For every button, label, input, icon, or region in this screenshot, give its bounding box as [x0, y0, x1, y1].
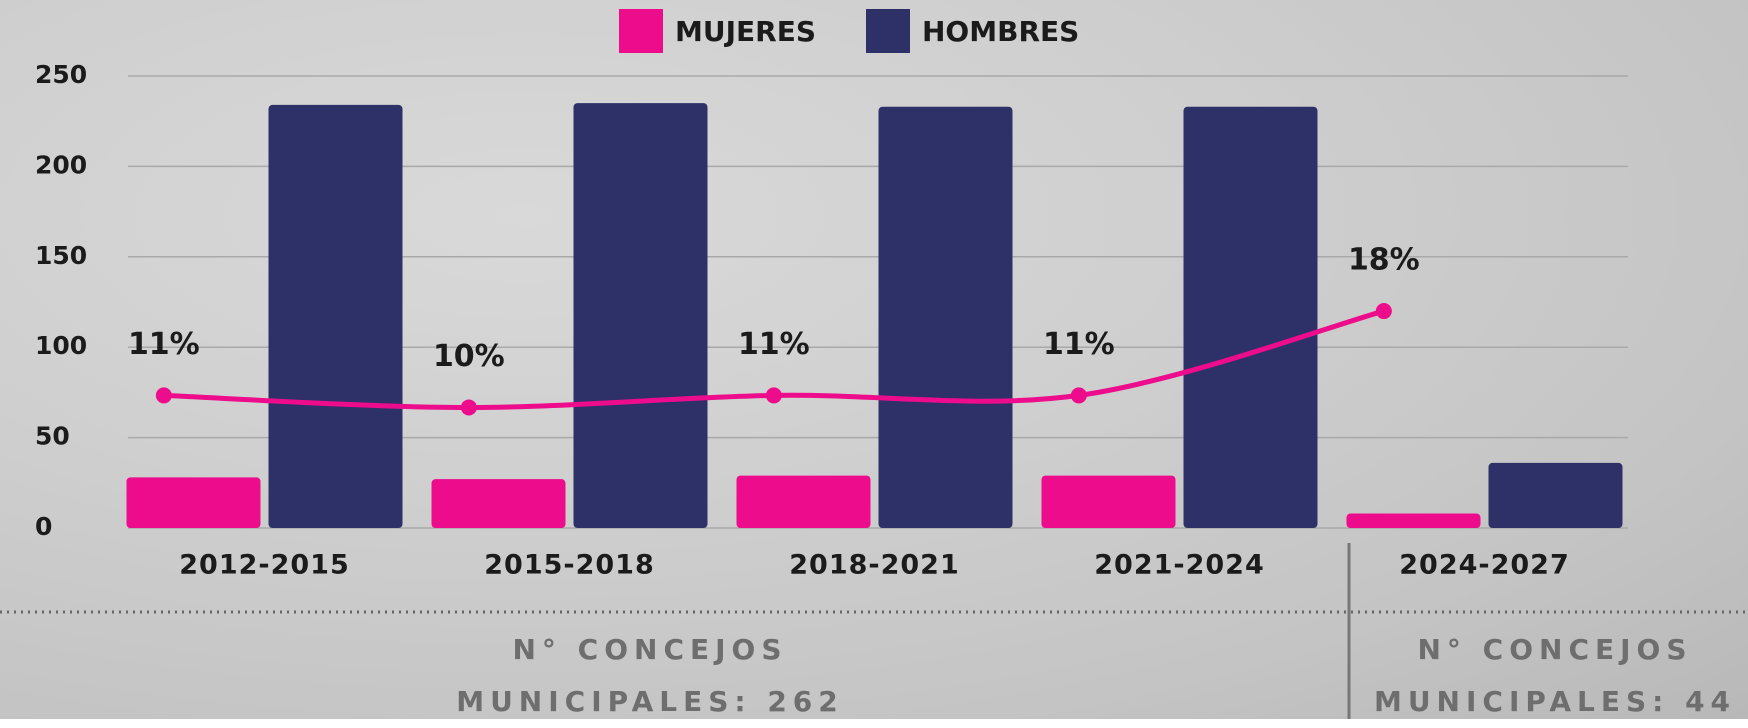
legend-label: MUJERES: [675, 15, 816, 48]
line-point: [765, 387, 782, 404]
line-point: [155, 387, 172, 404]
y-tick-label: 100: [35, 331, 87, 360]
legend-swatch: [866, 9, 910, 53]
x-tick-label: 2021-2024: [1094, 550, 1265, 581]
y-tick-label: 250: [35, 60, 87, 89]
annotation: N° CONCEJOS MUNICIPALES: 44: [1373, 633, 1737, 718]
bar: [126, 477, 261, 528]
bar: [878, 106, 1013, 529]
bar: [1488, 462, 1623, 528]
y-tick-label: 150: [35, 241, 87, 270]
bar: [431, 479, 566, 528]
data-label: 11%: [738, 327, 810, 362]
y-tick-label: 50: [35, 422, 70, 451]
bar: [1041, 475, 1176, 528]
y-tick-label: 200: [35, 150, 87, 179]
bar: [736, 475, 871, 528]
data-label: 10%: [433, 339, 505, 374]
data-label: 18%: [1348, 243, 1420, 278]
y-tick-label: 0: [35, 512, 52, 541]
x-tick-label: 2018-2021: [789, 550, 960, 581]
bar: [268, 104, 403, 528]
data-label: 11%: [128, 327, 200, 362]
data-label: 11%: [1043, 327, 1115, 362]
legend-label: HOMBRES: [922, 15, 1079, 48]
x-tick-label: 2015-2018: [484, 550, 655, 581]
bar: [573, 103, 708, 529]
bar: [1183, 106, 1318, 529]
line-point: [460, 399, 477, 416]
x-tick-label: 2024-2027: [1399, 550, 1570, 581]
legend-swatch: [619, 9, 663, 53]
line-point: [1070, 387, 1087, 404]
x-tick-label: 2012-2015: [179, 550, 350, 581]
annotation: N° CONCEJOS MUNICIPALES: 262: [456, 633, 844, 718]
bar: [1346, 513, 1481, 528]
line-point: [1375, 303, 1392, 320]
